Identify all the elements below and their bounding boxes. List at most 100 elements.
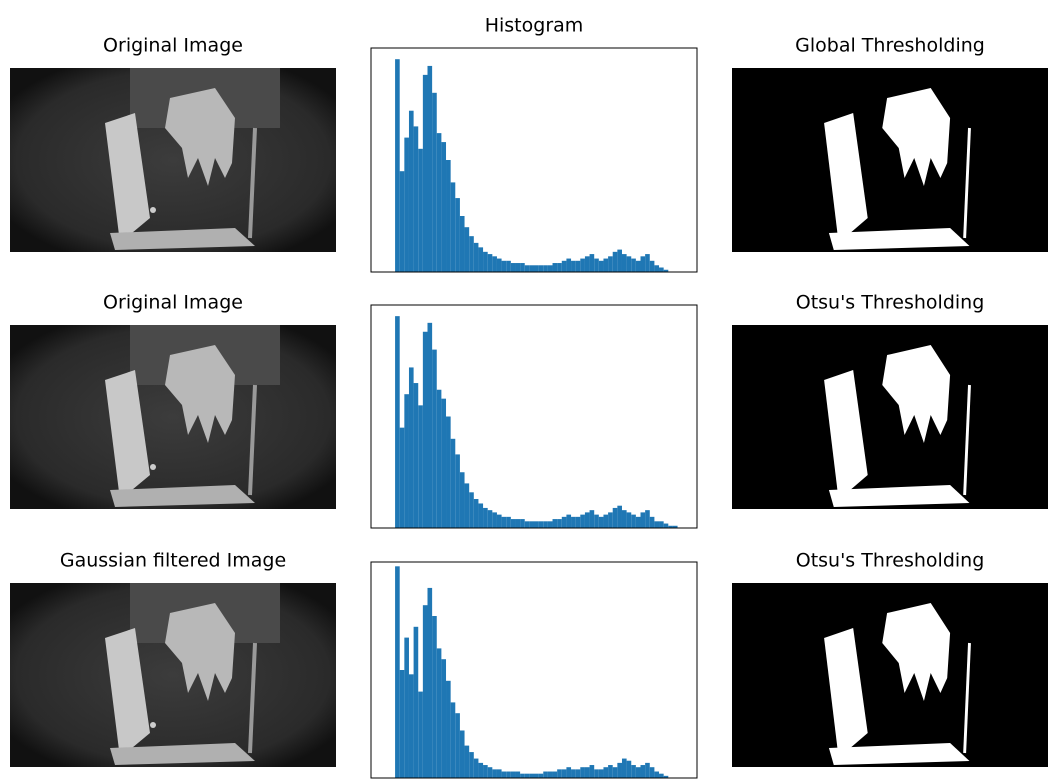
histogram-bar (654, 772, 659, 778)
histogram-bar (478, 247, 483, 272)
histogram-bar (432, 350, 437, 528)
histogram-bar (414, 627, 419, 778)
histogram-bar (571, 517, 576, 528)
histogram-bar (441, 659, 446, 778)
histogram-bar (395, 316, 400, 528)
histogram-bar (506, 517, 511, 528)
histogram-bar (571, 769, 576, 778)
histogram-bar (534, 265, 539, 272)
histogram-bar (553, 263, 558, 272)
histogram-bar (562, 769, 567, 778)
histogram-bar (483, 508, 488, 528)
histogram-bar (469, 236, 474, 272)
histogram-bar (404, 138, 409, 272)
histogram-bar (548, 521, 553, 528)
histogram-bar (409, 674, 414, 778)
histogram-bar (645, 763, 650, 778)
histogram-bar (427, 323, 432, 528)
histogram-bar (617, 250, 622, 272)
histogram-bar (543, 265, 548, 272)
histogram-bar (423, 332, 428, 528)
histogram-bar (576, 517, 581, 528)
histogram-bar (478, 763, 483, 778)
histogram-bar (608, 256, 613, 272)
histogram-bar (580, 515, 585, 528)
histogram-bar (465, 227, 470, 272)
histogram-bar (543, 772, 548, 778)
histogram-bar (594, 259, 599, 272)
histogram-bar (492, 256, 497, 272)
histogram-bar (520, 263, 525, 272)
histogram-bar (409, 111, 414, 272)
histogram-bar (455, 713, 460, 778)
histogram-bar (631, 515, 636, 528)
panel-title: Otsu's Thresholding (796, 292, 985, 314)
histogram-bar (414, 126, 419, 272)
histogram-bar (599, 769, 604, 778)
histogram-bar (488, 510, 493, 528)
histogram-bar (529, 265, 534, 272)
histogram-bar (474, 759, 479, 778)
histogram-bar (548, 772, 553, 778)
histogram-bar (511, 772, 516, 778)
figure: Original ImageHistogramGlobal Thresholdi… (0, 0, 1048, 781)
grayscale-image (10, 325, 336, 509)
histogram-bar (506, 261, 511, 272)
histogram-bar (515, 263, 520, 272)
histogram-bar (641, 256, 646, 272)
histogram-bar (474, 499, 479, 528)
histogram-bar (469, 492, 474, 528)
histogram-bar (553, 772, 558, 778)
histogram-bar (409, 367, 414, 528)
histogram-bar (525, 265, 530, 272)
histogram-bar (650, 261, 655, 272)
histogram-bar (465, 746, 470, 778)
histogram-bar (622, 759, 627, 778)
histogram-bar (590, 254, 595, 272)
histogram-bar (585, 512, 590, 528)
histogram-bar (488, 254, 493, 272)
histogram-bar (627, 256, 632, 272)
histogram-bar (650, 517, 655, 528)
histogram-bar (557, 769, 562, 778)
histogram-bar (520, 519, 525, 528)
histogram-bar (576, 261, 581, 272)
histogram-bar (636, 261, 641, 272)
histogram-bar (465, 483, 470, 528)
histogram-bar (525, 774, 530, 778)
histogram-bar (418, 692, 423, 778)
histogram-bar (432, 93, 437, 272)
histogram-bar (451, 439, 456, 528)
histogram-bar (603, 515, 608, 528)
histogram-bar (599, 517, 604, 528)
histogram-bar (585, 767, 590, 778)
histogram-bar (469, 752, 474, 778)
histogram-bar (566, 259, 571, 272)
histogram-bar (460, 472, 465, 528)
histogram-bar (437, 133, 442, 272)
histogram-bar (613, 767, 618, 778)
histogram-bar (539, 265, 544, 272)
histogram-bar (576, 769, 581, 778)
histogram-bar (580, 767, 585, 778)
histogram-bar (641, 512, 646, 528)
histogram-bar (478, 503, 483, 528)
histogram-bar (594, 515, 599, 528)
threshold-image (732, 325, 1048, 509)
histogram-bar (400, 428, 405, 528)
histogram-bar (557, 519, 562, 528)
histogram-bar (548, 265, 553, 272)
histogram-bar (562, 517, 567, 528)
histogram-bar (594, 769, 599, 778)
histogram-bar (641, 765, 646, 778)
histogram-bar (404, 638, 409, 778)
histogram-bar (590, 510, 595, 528)
histogram-bar (622, 254, 627, 272)
histogram-bar (617, 763, 622, 778)
panel-title: Gaussian filtered Image (60, 550, 286, 572)
histogram-bar (557, 263, 562, 272)
histogram-bar (497, 515, 502, 528)
histogram-bar (423, 605, 428, 778)
histogram-bar (650, 767, 655, 778)
histogram-bar (395, 566, 400, 778)
